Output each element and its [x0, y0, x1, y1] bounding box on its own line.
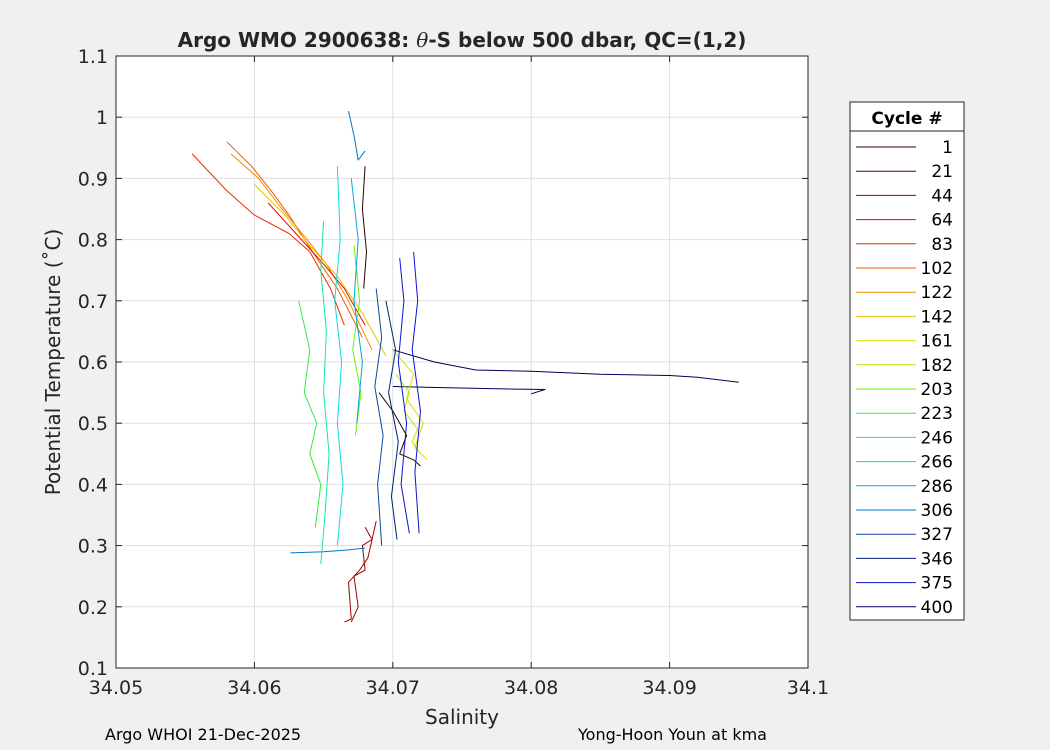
y-tick-label: 0.8: [78, 230, 108, 252]
legend-entry-label: 306: [921, 501, 953, 521]
y-tick-label: 0.4: [78, 474, 108, 496]
legend-entry-label: 400: [921, 598, 953, 618]
grid: [115, 55, 809, 669]
series-line: [290, 547, 366, 554]
x-tick-label: 34.08: [504, 677, 558, 699]
series-line: [392, 349, 739, 383]
legend-entry-label: 346: [921, 549, 953, 569]
series-line: [334, 166, 344, 546]
series-line: [320, 221, 330, 565]
y-axis-label: Potential Temperature (˚C): [41, 229, 65, 496]
legend-entry-label: 203: [921, 380, 953, 400]
series-line: [344, 520, 377, 623]
legend: Cycle # 1 21 44 64 83 102 122 142 161 182 203 223 24…: [849, 101, 965, 621]
y-tick-label: 0.3: [78, 536, 108, 558]
legend-entry-label: 182: [921, 356, 953, 376]
legend-entry-label: 375: [921, 574, 953, 594]
y-tick-label: 0.7: [78, 291, 108, 313]
series-line: [374, 288, 384, 546]
legend-entry-label: 161: [921, 332, 953, 352]
legend-entry-label: 142: [921, 307, 953, 327]
legend-entry-label: 327: [921, 525, 953, 545]
legend-entry-label: 223: [921, 404, 953, 424]
footer-right: Yong-Hoon Youn at kma: [578, 725, 767, 744]
legend-entry-label: 1: [942, 138, 953, 158]
chart-title-theta: θ: [416, 28, 428, 52]
legend-entry-label: 83: [931, 235, 953, 255]
series-line: [378, 392, 421, 467]
series-line: [348, 110, 366, 161]
y-tick-label: 0.5: [78, 413, 108, 435]
series-line: [361, 166, 367, 289]
data-series-group: [191, 110, 739, 623]
y-tick-label: 0.2: [78, 597, 108, 619]
series-line: [298, 300, 322, 528]
ticks: 34.05 34.06 34.07 34.08 34.09 34.1 0.1 0.2 0.3 0.…: [78, 46, 829, 699]
legend-entry-label: 44: [931, 186, 953, 206]
y-tick-label: 0.6: [78, 352, 108, 374]
series-line: [267, 202, 366, 326]
legend-entries: 1 21 44 64 83 102 122 142 161 182 203 223 246 266 286 3…: [856, 138, 953, 618]
chart-title-prefix: Argo WMO 2900638:: [178, 28, 417, 52]
series-line: [352, 245, 362, 436]
legend-entry-label: 266: [921, 453, 953, 473]
y-tick-label: 1: [96, 107, 108, 129]
y-tick-label: 0.9: [78, 168, 108, 190]
legend-entry-label: 246: [921, 428, 953, 448]
legend-box: [849, 101, 965, 621]
legend-entry-label: 122: [921, 283, 953, 303]
series-line: [392, 386, 546, 395]
x-tick-label: 34.1: [787, 677, 829, 699]
chart-title-suffix: -S below 500 dbar, QC=(1,2): [428, 28, 746, 52]
x-tick-label: 34.05: [89, 677, 143, 699]
y-tick-label: 0.1: [78, 658, 108, 680]
series-line: [385, 300, 399, 540]
series-line: [254, 184, 387, 357]
legend-entry-label: 64: [931, 211, 953, 231]
legend-title: Cycle #: [871, 109, 942, 129]
series-line: [226, 141, 363, 338]
legend-entry-label: 286: [921, 477, 953, 497]
x-tick-label: 34.06: [227, 677, 281, 699]
x-tick-label: 34.07: [366, 677, 420, 699]
legend-entry-label: 21: [931, 162, 953, 182]
series-line: [230, 153, 373, 351]
series-line: [395, 373, 421, 455]
series-line: [350, 178, 363, 424]
x-axis-label: Salinity: [425, 705, 499, 729]
series-line: [397, 257, 410, 534]
series-line: [411, 251, 421, 534]
legend-entry-label: 102: [921, 259, 953, 279]
chart-title: Argo WMO 2900638: θ-S below 500 dbar, QC…: [178, 28, 747, 52]
series-line: [191, 153, 345, 326]
y-tick-label: 1.1: [78, 46, 108, 68]
x-tick-label: 34.09: [642, 677, 696, 699]
footer-left: Argo WHOI 21-Dec-2025: [105, 725, 302, 744]
